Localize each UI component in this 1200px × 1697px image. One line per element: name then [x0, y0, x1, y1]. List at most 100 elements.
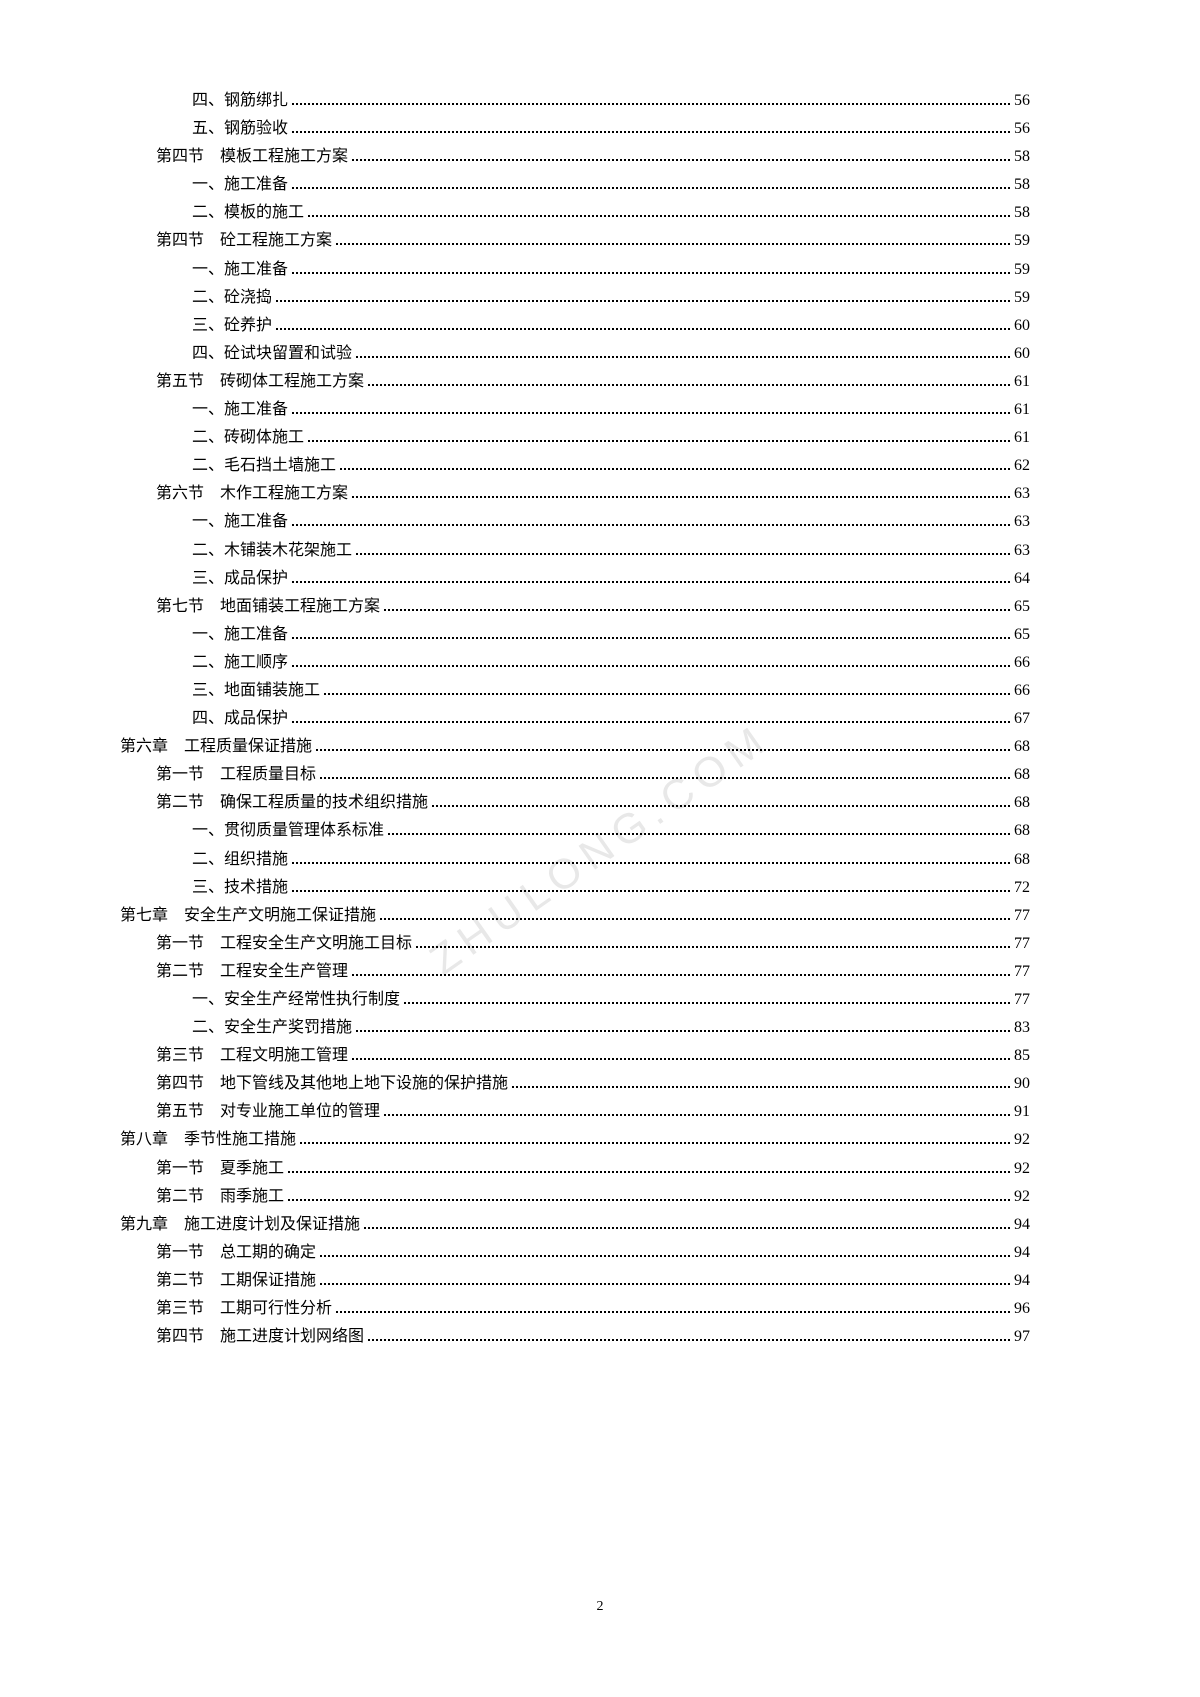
toc-entry: 第四节 模板工程施工方案58 [156, 144, 1030, 170]
toc-leader-dots [352, 1058, 1010, 1060]
toc-entry: 二、木铺装木花架施工63 [192, 538, 1030, 564]
toc-leader-dots [276, 328, 1010, 330]
toc-entry: 一、安全生产经常性执行制度77 [192, 987, 1030, 1013]
toc-leader-dots [292, 103, 1010, 105]
toc-container: 四、钢筋绑扎56五、钢筋验收56第四节 模板工程施工方案58一、施工准备58二、… [0, 0, 1200, 1350]
toc-entry-page: 58 [1014, 200, 1030, 226]
toc-leader-dots [384, 609, 1010, 611]
toc-leader-dots [388, 833, 1010, 835]
toc-entry: 第一节 夏季施工 92 [156, 1156, 1030, 1182]
toc-entry: 第七节 地面铺装工程施工方案65 [156, 594, 1030, 620]
toc-entry: 第二节 工程安全生产管理77 [156, 959, 1030, 985]
toc-entry-label: 第六节 木作工程施工方案 [156, 481, 348, 507]
toc-entry: 三、技术措施72 [192, 875, 1030, 901]
toc-leader-dots [288, 1171, 1010, 1173]
toc-entry-page: 92 [1014, 1156, 1030, 1182]
toc-entry: 五、钢筋验收56 [192, 116, 1030, 142]
toc-entry: 一、贯彻质量管理体系标准68 [192, 818, 1030, 844]
toc-leader-dots [292, 412, 1010, 414]
toc-entry-page: 77 [1014, 987, 1030, 1013]
toc-entry-page: 90 [1014, 1071, 1030, 1097]
toc-entry: 第二节 工期保证措施 94 [156, 1268, 1030, 1294]
toc-entry: 二、毛石挡土墙施工62 [192, 453, 1030, 479]
toc-entry-label: 第六章 工程质量保证措施 [120, 734, 312, 760]
toc-entry: 三、成品保护64 [192, 566, 1030, 592]
toc-leader-dots [352, 159, 1010, 161]
toc-leader-dots [276, 300, 1010, 302]
toc-entry-page: 92 [1014, 1127, 1030, 1153]
toc-entry-label: 五、钢筋验收 [192, 116, 288, 142]
toc-entry-label: 第一节 工程质量目标 [156, 762, 316, 788]
toc-entry-label: 第一节 总工期的确定 [156, 1240, 316, 1266]
toc-entry: 一、施工准备63 [192, 509, 1030, 535]
toc-leader-dots [368, 384, 1010, 386]
toc-leader-dots [380, 918, 1010, 920]
toc-entry: 二、施工顺序66 [192, 650, 1030, 676]
toc-entry-label: 第二节 确保工程质量的技术组织措施 [156, 790, 428, 816]
toc-leader-dots [368, 1339, 1010, 1341]
toc-entry-page: 85 [1014, 1043, 1030, 1069]
toc-entry: 三、砼养护60 [192, 313, 1030, 339]
toc-entry: 第七章 安全生产文明施工保证措施77 [120, 903, 1030, 929]
toc-leader-dots [308, 440, 1010, 442]
toc-entry-label: 第三节 工期可行性分析 [156, 1296, 332, 1322]
toc-entry-page: 96 [1014, 1296, 1030, 1322]
toc-entry-label: 第四节 地下管线及其他地上地下设施的保护措施 [156, 1071, 508, 1097]
toc-leader-dots [404, 1002, 1010, 1004]
toc-entry-label: 二、砖砌体施工 [192, 425, 304, 451]
toc-entry: 第五节 对专业施工单位的管理91 [156, 1099, 1030, 1125]
toc-entry: 四、钢筋绑扎56 [192, 88, 1030, 114]
toc-entry-page: 68 [1014, 818, 1030, 844]
toc-entry-label: 第一节 夏季施工 [156, 1156, 284, 1182]
toc-leader-dots [356, 1030, 1010, 1032]
toc-leader-dots [320, 777, 1010, 779]
toc-leader-dots [340, 468, 1010, 470]
toc-entry-label: 三、砼养护 [192, 313, 272, 339]
toc-entry-label: 一、施工准备 [192, 257, 288, 283]
toc-entry: 二、组织措施68 [192, 847, 1030, 873]
toc-entry-label: 四、砼试块留置和试验 [192, 341, 352, 367]
toc-entry-page: 61 [1014, 425, 1030, 451]
toc-leader-dots [292, 272, 1010, 274]
toc-entry-page: 66 [1014, 678, 1030, 704]
toc-leader-dots [512, 1086, 1010, 1088]
toc-leader-dots [324, 693, 1010, 695]
toc-entry-page: 94 [1014, 1268, 1030, 1294]
toc-entry-label: 第四节 砼工程施工方案 [156, 228, 332, 254]
toc-entry-page: 59 [1014, 285, 1030, 311]
toc-entry-page: 67 [1014, 706, 1030, 732]
toc-entry-page: 63 [1014, 538, 1030, 564]
toc-entry: 四、砼试块留置和试验60 [192, 341, 1030, 367]
toc-entry: 第九章 施工进度计划及保证措施94 [120, 1212, 1030, 1238]
toc-entry: 一、施工准备59 [192, 257, 1030, 283]
toc-entry-page: 61 [1014, 369, 1030, 395]
toc-entry-label: 一、施工准备 [192, 397, 288, 423]
toc-entry-label: 四、钢筋绑扎 [192, 88, 288, 114]
toc-leader-dots [292, 187, 1010, 189]
toc-entry: 第六节 木作工程施工方案63 [156, 481, 1030, 507]
toc-entry-page: 58 [1014, 172, 1030, 198]
page-number: 2 [597, 1599, 604, 1615]
toc-entry-label: 一、施工准备 [192, 172, 288, 198]
toc-entry: 一、施工准备 58 [192, 172, 1030, 198]
toc-entry-page: 91 [1014, 1099, 1030, 1125]
toc-entry-label: 二、安全生产奖罚措施 [192, 1015, 352, 1041]
toc-entry: 第二节 确保工程质量的技术组织措施68 [156, 790, 1030, 816]
toc-entry: 二、模板的施工58 [192, 200, 1030, 226]
toc-entry-label: 第二节 工程安全生产管理 [156, 959, 348, 985]
toc-leader-dots [432, 805, 1010, 807]
toc-entry: 第一节 总工期的确定94 [156, 1240, 1030, 1266]
toc-leader-dots [292, 637, 1010, 639]
toc-leader-dots [316, 749, 1010, 751]
toc-entry: 第一节 工程安全生产文明施工目标77 [156, 931, 1030, 957]
toc-entry: 第三节 工期可行性分析 96 [156, 1296, 1030, 1322]
toc-entry-page: 77 [1014, 903, 1030, 929]
toc-entry-page: 58 [1014, 144, 1030, 170]
toc-entry-label: 四、成品保护 [192, 706, 288, 732]
toc-entry: 第二节 雨季施工92 [156, 1184, 1030, 1210]
toc-entry-label: 第二节 工期保证措施 [156, 1268, 316, 1294]
toc-leader-dots [320, 1283, 1010, 1285]
toc-leader-dots [320, 1255, 1010, 1257]
toc-entry-page: 92 [1014, 1184, 1030, 1210]
toc-entry: 第五节 砖砌体工程施工方案61 [156, 369, 1030, 395]
